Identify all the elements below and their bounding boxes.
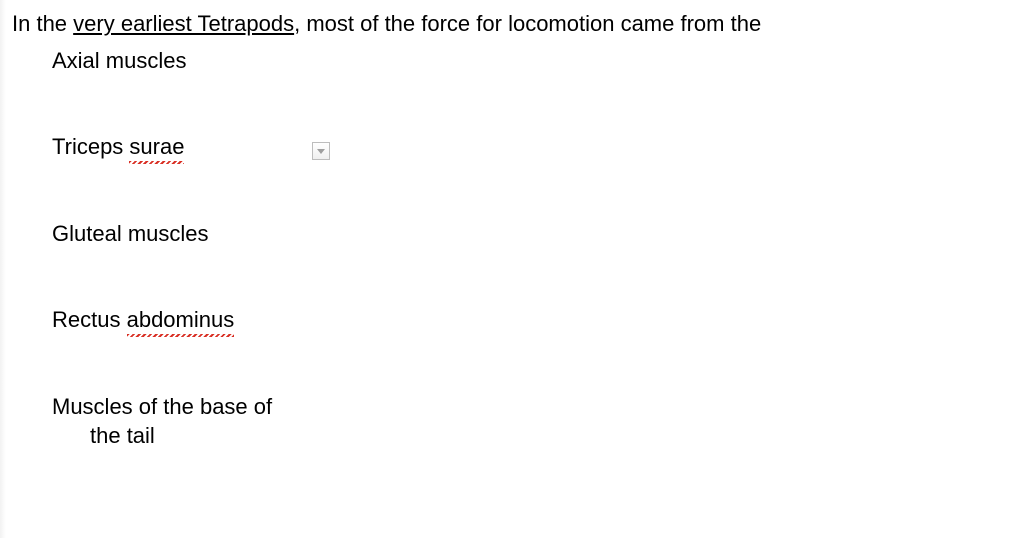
option-label-pre: Rectus [52, 307, 127, 332]
question-text: In the very earliest Tetrapods, most of … [0, 10, 1026, 39]
question-underlined: very earliest Tetrapods [73, 11, 294, 36]
dropdown-button[interactable] [312, 142, 330, 160]
left-shade [0, 0, 6, 538]
option-muscles-tail[interactable]: Muscles of the base of the tail [52, 393, 332, 450]
option-label-line1: Muscles of the base of [52, 393, 332, 422]
page: In the very earliest Tetrapods, most of … [0, 0, 1026, 538]
option-label-squiggle: surae [129, 133, 184, 162]
chevron-down-icon [317, 149, 325, 154]
option-label-pre: Triceps [52, 134, 129, 159]
option-label: Axial muscles [52, 48, 186, 73]
question-prefix: In the [12, 11, 73, 36]
option-axial-muscles[interactable]: Axial muscles [52, 47, 332, 76]
options-list: Axial muscles Triceps surae Gluteal musc… [0, 39, 1026, 451]
option-label-squiggle: abdominus [127, 306, 235, 335]
option-gluteal-muscles[interactable]: Gluteal muscles [52, 220, 332, 249]
option-rectus-abdominus[interactable]: Rectus abdominus [52, 306, 332, 335]
option-triceps-surae[interactable]: Triceps surae [52, 133, 332, 162]
question-suffix: , most of the force for locomotion came … [294, 11, 761, 36]
option-label: Gluteal muscles [52, 221, 209, 246]
option-label-line2: the tail [52, 422, 332, 451]
